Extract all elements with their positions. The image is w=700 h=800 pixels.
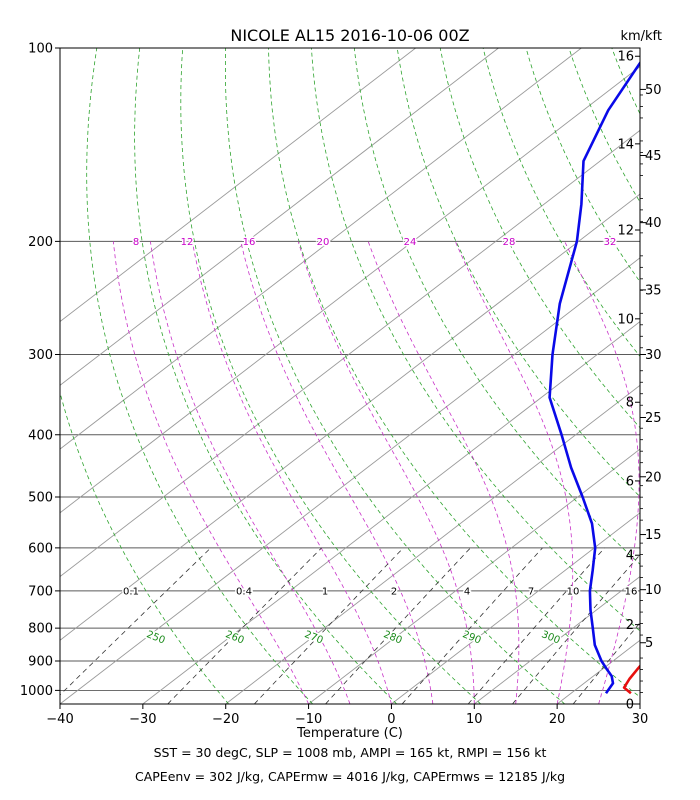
x-tick-label: −20 bbox=[212, 712, 239, 727]
pressure-tick-label: 100 bbox=[28, 42, 53, 57]
kft-tick-label: 35 bbox=[645, 283, 662, 298]
km-tick-label: 8 bbox=[626, 396, 634, 411]
moist-adiabat-label: 16 bbox=[243, 237, 256, 248]
isotherm-line bbox=[60, 66, 640, 514]
kft-tick-label: 40 bbox=[645, 216, 662, 231]
mixing-ratio-line bbox=[254, 547, 404, 704]
km-tick-label: 16 bbox=[617, 50, 634, 65]
kft-tick-label: 30 bbox=[645, 348, 662, 363]
mixing-ratio-label: 2 bbox=[391, 586, 397, 597]
dry-adiabat-line bbox=[86, 48, 313, 704]
isotherm-line bbox=[60, 48, 499, 386]
mixing-ratio-label: 0.4 bbox=[236, 586, 252, 597]
isotherm-line bbox=[60, 257, 640, 704]
pressure-tick-label: 500 bbox=[28, 491, 53, 506]
mixing-ratio-line bbox=[467, 547, 605, 704]
mixing-ratio-line bbox=[325, 547, 471, 704]
moist-adiabat-label: 32 bbox=[604, 237, 617, 248]
pressure-tick-label: 800 bbox=[28, 622, 53, 637]
isotherm-line bbox=[60, 48, 582, 450]
kft-tick-label: 50 bbox=[645, 83, 662, 98]
dry-adiabat-line bbox=[134, 48, 397, 704]
kft-tick-label: 5 bbox=[645, 636, 653, 651]
background-lines bbox=[60, 48, 640, 704]
isotherm-line bbox=[474, 575, 640, 704]
mixing-ratio-label: 16 bbox=[625, 586, 638, 597]
pressure-tick-label: 300 bbox=[28, 348, 53, 363]
isotherm-line bbox=[391, 512, 640, 704]
km-tick-label: 4 bbox=[626, 549, 634, 564]
mixing-ratio-line bbox=[60, 547, 211, 696]
km-tick-label: 0 bbox=[626, 698, 634, 713]
right-axis-label: km/kft bbox=[620, 29, 662, 44]
isotherm-line bbox=[308, 448, 640, 704]
kft-tick-label: 15 bbox=[645, 528, 662, 543]
moist-adiabat-line bbox=[112, 241, 309, 704]
moist-adiabat-line bbox=[150, 241, 351, 704]
isotherm-line bbox=[60, 48, 416, 323]
moist-adiabat-label: 12 bbox=[181, 237, 194, 248]
mixing-ratio-label: 0.1 bbox=[123, 586, 139, 597]
moist-adiabat-line bbox=[564, 241, 640, 704]
mixing-ratio-line bbox=[401, 547, 543, 704]
mixing-ratio-line bbox=[167, 547, 322, 704]
moist-adiabat-line bbox=[297, 241, 475, 704]
dry-adiabat-line bbox=[60, 391, 230, 704]
isotherm-line bbox=[142, 321, 640, 704]
mixing-ratio-line bbox=[512, 554, 640, 704]
x-tick-label: −40 bbox=[46, 712, 73, 727]
moist-adiabat-label: 8 bbox=[133, 237, 139, 248]
moist-adiabat-line bbox=[191, 241, 392, 704]
x-tick-label: 0 bbox=[387, 712, 395, 727]
pressure-tick-label: 600 bbox=[28, 541, 53, 556]
pressure-tick-label: 400 bbox=[28, 428, 53, 443]
profile-lines bbox=[548, 60, 640, 695]
moist-adiabat-label: 20 bbox=[317, 237, 330, 248]
km-tick-label: 12 bbox=[617, 223, 634, 238]
pressure-tick-label: 700 bbox=[28, 584, 53, 599]
km-tick-label: 2 bbox=[626, 618, 634, 633]
pressure-tick-label: 900 bbox=[28, 654, 53, 669]
kft-tick-label: 20 bbox=[645, 470, 662, 485]
x-tick-label: 30 bbox=[632, 712, 649, 727]
x-tick-label: −10 bbox=[295, 712, 322, 727]
mixing-ratio-label: 10 bbox=[567, 586, 580, 597]
mixing-ratio-label: 7 bbox=[528, 586, 534, 597]
km-tick-label: 10 bbox=[617, 312, 634, 327]
mixing-ratio-label: 4 bbox=[464, 586, 470, 597]
dry-adiabat-line bbox=[482, 48, 640, 358]
dry-adiabat-line bbox=[353, 48, 640, 565]
km-tick-label: 14 bbox=[617, 137, 634, 152]
kft-tick-label: 45 bbox=[645, 149, 662, 164]
pressure-tick-label: 1000 bbox=[20, 684, 53, 699]
x-axis-label: Temperature (C) bbox=[296, 726, 403, 741]
isotherm-line bbox=[60, 193, 640, 641]
km-tick-label: 6 bbox=[626, 474, 634, 489]
moist-adiabat-label: 28 bbox=[503, 237, 516, 248]
dry-adiabat-line bbox=[180, 48, 482, 704]
kft-tick-label: 10 bbox=[645, 583, 662, 598]
x-tick-label: 10 bbox=[466, 712, 483, 727]
isotherm-line bbox=[60, 129, 640, 578]
dry-adiabat-line bbox=[396, 48, 640, 498]
pressure-tick-label: 200 bbox=[28, 235, 53, 250]
plot-frame bbox=[59, 47, 641, 705]
dry-adiabat-line bbox=[268, 48, 640, 698]
caption-line-1: SST = 30 degC, SLP = 1008 mb, AMPI = 165… bbox=[153, 745, 547, 760]
isotherm-line bbox=[225, 384, 640, 704]
x-tick-label: 20 bbox=[549, 712, 566, 727]
x-tick-label: −30 bbox=[129, 712, 156, 727]
moist-adiabat-label: 24 bbox=[404, 237, 417, 248]
dewpoint-profile-line bbox=[548, 60, 640, 694]
axes: −40 −30 −20 −10 0 10 20 30100200300400500600700… bbox=[20, 42, 662, 728]
moist-adiabat-line bbox=[367, 241, 520, 704]
kft-tick-label: 25 bbox=[645, 411, 662, 426]
moist-adiabat-line bbox=[240, 241, 434, 704]
mixing-ratio-label: 1 bbox=[322, 586, 328, 597]
chart-title: NICOLE AL15 2016-10-06 00Z bbox=[230, 26, 469, 45]
caption-line-2: CAPEenv = 302 J/kg, CAPErmw = 4016 J/kg,… bbox=[134, 769, 566, 784]
dry-adiabat-line bbox=[439, 48, 640, 429]
